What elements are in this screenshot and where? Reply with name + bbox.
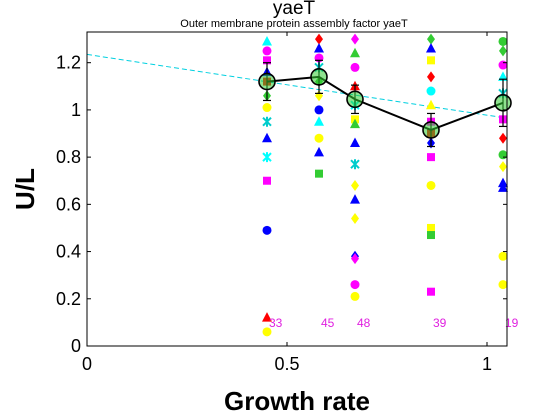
y-axis-label: U/L <box>10 168 40 210</box>
data-point-45 <box>426 86 436 96</box>
trend-line <box>86 53 508 119</box>
mean-marker-0 <box>258 72 276 91</box>
y-tick-label-0: 0 <box>71 336 81 356</box>
data-point-52 <box>427 223 435 232</box>
data-point-57 <box>498 60 508 70</box>
data-point-11 <box>262 225 272 235</box>
sample-count-4: 19 <box>505 316 519 330</box>
data-layer: 33 45 48 39 19 <box>86 33 519 337</box>
data-point-36 <box>351 213 359 225</box>
y-tick-label-4: 0.8 <box>56 147 81 167</box>
data-point-66 <box>498 251 508 261</box>
mean-marker-4 <box>494 94 512 112</box>
sample-count-3: 39 <box>433 316 447 330</box>
data-point-41 <box>427 33 435 45</box>
data-point-6 <box>262 103 272 113</box>
y-tick-label-2: 0.4 <box>56 242 81 262</box>
sample-count-2: 48 <box>357 316 371 330</box>
y-tick-label-3: 0.6 <box>56 194 81 214</box>
data-point-24 <box>315 169 323 178</box>
data-point-56 <box>499 45 507 57</box>
data-point-63 <box>499 161 507 173</box>
mean-marker-2 <box>346 90 364 109</box>
data-point-33 <box>350 159 360 170</box>
data-point-8 <box>262 132 272 143</box>
data-point-23 <box>314 146 324 157</box>
axis-ticks: 0 0.5 1 0 0.2 0.4 0.6 0.8 1 1.2 <box>56 32 507 374</box>
data-point-54 <box>427 287 435 296</box>
data-point-0 <box>262 35 272 46</box>
mean-marker-1 <box>310 68 328 86</box>
data-point-15 <box>314 43 324 53</box>
data-point-51 <box>426 180 436 190</box>
chart-subtitle: Outer membrane protein assembly factor y… <box>180 18 408 30</box>
data-point-7 <box>262 116 272 127</box>
x-axis-label: Growth rate <box>224 386 370 416</box>
data-point-38 <box>351 253 359 265</box>
data-point-61 <box>499 132 507 144</box>
x-tick-label-1: 0.5 <box>274 354 299 374</box>
data-point-20 <box>314 105 324 115</box>
x-tick-label-0: 0 <box>82 354 92 374</box>
data-point-22 <box>314 133 324 143</box>
data-point-35 <box>350 194 360 204</box>
data-point-13 <box>262 327 272 337</box>
data-point-9 <box>262 152 272 163</box>
data-point-1 <box>262 46 272 56</box>
data-point-10 <box>263 176 271 185</box>
data-point-42 <box>426 43 436 53</box>
y-tick-label-1: 0.2 <box>56 289 81 309</box>
data-point-67 <box>498 280 508 290</box>
sample-count-1: 45 <box>321 316 335 330</box>
x-tick-label-2: 1 <box>482 354 492 374</box>
chart-title: yaeT <box>273 0 316 19</box>
data-point-53 <box>427 231 435 240</box>
data-point-46 <box>426 99 436 110</box>
data-point-27 <box>350 62 360 72</box>
data-point-32 <box>350 137 360 147</box>
data-point-31 <box>350 118 360 129</box>
data-point-14 <box>315 33 323 45</box>
y-tick-label-5: 1 <box>71 100 81 120</box>
data-point-43 <box>427 56 435 65</box>
data-point-44 <box>427 71 435 83</box>
mean-marker-3 <box>422 121 440 139</box>
data-point-40 <box>350 291 360 301</box>
plot-frame <box>86 31 508 347</box>
mean-line <box>266 75 504 132</box>
data-point-26 <box>350 47 360 58</box>
data-point-2 <box>263 56 271 65</box>
data-point-62 <box>498 150 508 160</box>
data-point-55 <box>498 36 508 46</box>
data-point-25 <box>351 33 359 45</box>
data-point-58 <box>498 71 508 81</box>
data-point-39 <box>350 280 360 290</box>
y-tick-label-6: 1.2 <box>56 53 81 73</box>
data-point-21 <box>314 116 324 126</box>
data-point-12 <box>262 312 272 322</box>
data-point-34 <box>351 179 359 191</box>
sample-count-0: 33 <box>269 316 283 330</box>
data-point-50 <box>427 153 435 162</box>
data-point-65 <box>498 182 508 192</box>
